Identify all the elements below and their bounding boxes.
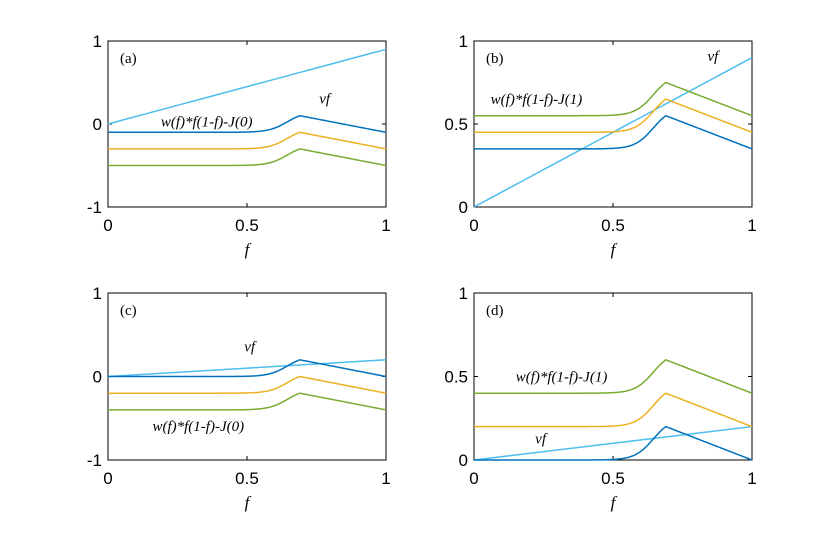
x-tick-label: 1 xyxy=(381,216,390,235)
series-line-orange xyxy=(474,392,753,428)
series-line-vf xyxy=(473,425,753,461)
x-tick-label: 1 xyxy=(381,469,390,488)
series-line-orange xyxy=(108,131,387,150)
series-line-blue xyxy=(108,359,387,378)
x-axis-label: f xyxy=(611,493,618,512)
annotation: w(f)*f(1-f)-J(0) xyxy=(152,419,244,435)
panel-label: (c) xyxy=(120,303,137,319)
y-tick-label: 0.5 xyxy=(444,115,468,134)
series-line-vf xyxy=(107,359,387,378)
y-tick-label: -1 xyxy=(87,451,102,470)
x-axis-label: f xyxy=(245,240,252,259)
x-tick-label: 0 xyxy=(103,216,112,235)
y-tick-label: 1 xyxy=(93,32,102,51)
panel-b: 0 0.5 1 0 0.5 1 f (b) vf w(f)*f(1-f)-J(1) xyxy=(444,32,756,259)
series-line-green xyxy=(474,81,753,117)
axes-frame xyxy=(473,40,753,208)
x-tick-label: 0.5 xyxy=(235,469,259,488)
y-tick-label: 1 xyxy=(459,32,468,51)
x-tick-label: 0 xyxy=(469,216,478,235)
x-tick-label: 0 xyxy=(469,469,478,488)
series-line-green xyxy=(108,392,387,411)
series-line-orange xyxy=(108,375,387,394)
y-tick-label: 1 xyxy=(93,284,102,303)
x-tick-label: 1 xyxy=(747,216,756,235)
x-tick-label: 0.5 xyxy=(601,216,625,235)
y-tick-label: 0 xyxy=(459,198,468,217)
x-tick-label: 0.5 xyxy=(601,469,625,488)
x-axis-label: f xyxy=(245,493,252,512)
annotation: vf xyxy=(244,339,257,355)
x-axis-label: f xyxy=(611,240,618,259)
annotation: w(f)*f(1-f)-J(0) xyxy=(161,114,253,130)
annotation: vf xyxy=(319,91,332,107)
y-tick-label: 0 xyxy=(459,451,468,470)
y-tick-label: 0.5 xyxy=(444,368,468,387)
series-line-blue xyxy=(108,114,387,134)
annotation: w(f)*f(1-f)-J(1) xyxy=(516,370,608,386)
y-tick-label: -1 xyxy=(87,198,102,217)
panel-label: (a) xyxy=(120,51,137,67)
y-tick-label: 0 xyxy=(93,115,102,134)
annotation: w(f)*f(1-f)-J(1) xyxy=(491,92,583,108)
series-line-vf xyxy=(107,48,387,125)
panel-d: 0 0.5 1 0 0.5 1 f (d) vf w(f)*f(1-f)-J(1) xyxy=(444,284,756,512)
y-tick-label: 1 xyxy=(459,284,468,303)
annotation: vf xyxy=(535,431,548,447)
series-line-green xyxy=(108,148,387,167)
x-tick-label: 0 xyxy=(103,469,112,488)
series-line-blue xyxy=(474,425,753,461)
series-line-orange xyxy=(474,98,753,134)
x-tick-label: 1 xyxy=(747,469,756,488)
annotation: vf xyxy=(708,49,721,65)
panel-label: (d) xyxy=(486,303,504,319)
y-tick-label: 0 xyxy=(93,368,102,387)
series-line-blue xyxy=(474,114,753,150)
panel-label: (b) xyxy=(486,51,504,67)
x-tick-label: 0.5 xyxy=(235,216,259,235)
series-line-green xyxy=(474,359,753,394)
